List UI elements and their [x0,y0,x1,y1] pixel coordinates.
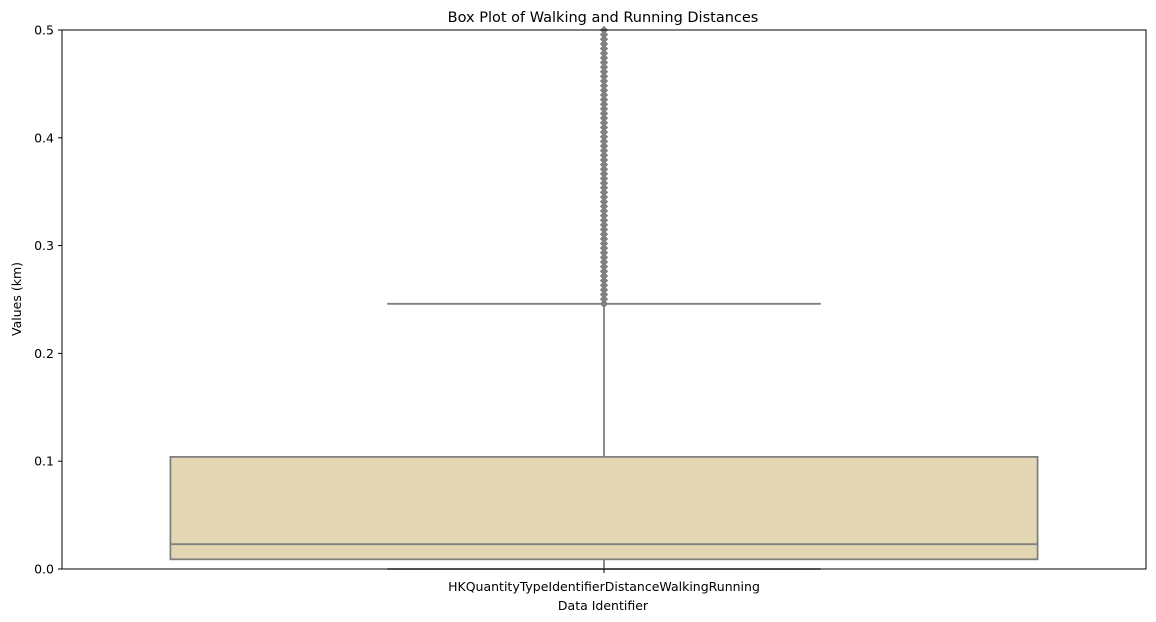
outlier-point [599,239,609,248]
y-tick-label: 0.2 [34,346,54,361]
outlier-point [599,30,609,39]
outlier-point [599,48,609,58]
outlier-point [599,113,609,123]
outlier-point [599,165,609,174]
outlier-point [599,76,609,86]
outlier-point [599,271,609,281]
outlier-point [599,109,609,118]
outlier-point [599,118,609,128]
outlier-point [599,285,609,295]
outlier-point [599,178,609,188]
outlier-point [599,281,609,290]
x-axis-label: Data Identifier [558,598,649,613]
outlier-point [599,216,609,225]
outlier-point [599,294,609,304]
outlier-point [599,229,609,239]
outlier-point [599,100,609,109]
outlier-point [599,188,609,197]
y-tick-label: 0.4 [34,130,54,145]
outlier-point [599,58,609,67]
outlier-point [599,62,609,72]
outlier-point [599,86,609,95]
plot-frame [61,29,1147,570]
y-tick-label: 0.3 [34,238,54,253]
outlier-point [599,90,609,100]
outlier-point [599,81,609,90]
chart-title: Box Plot of Walking and Running Distance… [448,10,759,26]
outlier-point [599,160,609,169]
outlier-point [599,95,609,104]
outlier-point [599,146,609,155]
outlier-point [599,174,609,183]
outlier-point [599,253,609,262]
outlier-point [599,267,609,276]
outlier-point [599,72,609,81]
outlier-point [599,141,609,151]
y-axis-label: Values (km) [9,262,24,336]
outlier-point [599,169,609,179]
outlier-point [599,276,609,285]
x-tick-label: HKQuantityTypeIdentifierDistanceWalkingR… [448,579,760,594]
outlier-point [599,39,609,49]
outlier-point [599,197,609,206]
outlier-point [599,225,609,234]
outlier-point [599,192,609,202]
plot-area: HKQuantityTypeIdentifierDistanceWalkingR… [34,23,1147,594]
outlier-point [599,299,609,309]
outlier-point [599,183,609,192]
outlier-point [599,243,609,253]
outlier-point [599,35,609,44]
outlier-point [599,123,609,132]
y-tick-label: 0.0 [34,562,54,577]
outlier-point [599,132,609,141]
y-tick-label: 0.1 [34,454,54,469]
outlier-point [599,211,609,220]
outlier-point [599,262,609,271]
y-tick-label: 0.5 [34,23,54,38]
outlier-point [599,104,609,114]
outlier-point [599,257,609,267]
outlier-point [599,234,609,244]
outlier-point [599,151,609,160]
outlier-point [599,137,609,146]
outlier-point [599,53,609,63]
outlier-point [599,44,609,53]
outlier-point [599,206,609,216]
outlier-point [599,220,609,230]
iqr-box [169,455,1039,561]
outlier-point [599,155,609,165]
outlier-point [599,202,609,211]
outlier-point [599,290,609,299]
outlier-point [599,67,609,76]
outlier-point [599,248,609,257]
outlier-point [599,127,609,137]
